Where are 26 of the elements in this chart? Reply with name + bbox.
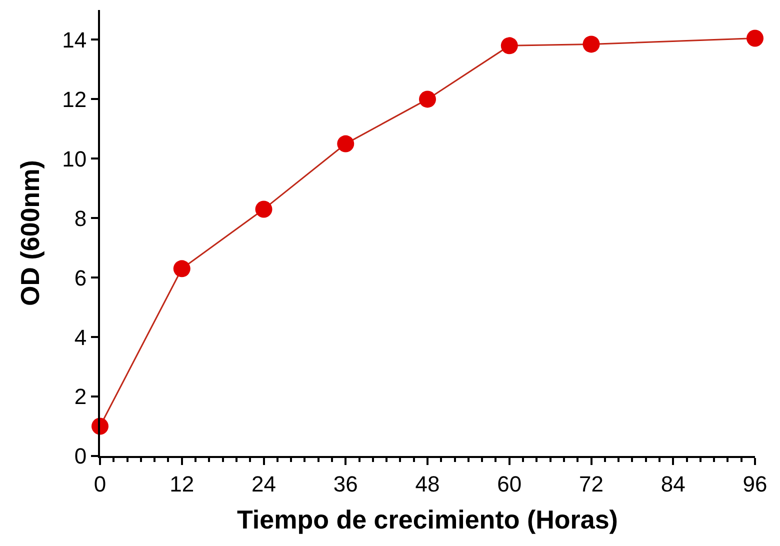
- x-tick-label: 12: [170, 471, 194, 496]
- point: [255, 200, 272, 218]
- x-tick-label: 0: [94, 471, 106, 496]
- y-tick-label: 4: [74, 324, 87, 350]
- x-axis-title: Tiempo de crecimiento (Horas): [237, 504, 618, 535]
- y-axis-title: OD (600nm): [15, 160, 46, 306]
- x-tick-label: 72: [579, 471, 604, 496]
- x-tick-label: 24: [252, 471, 276, 496]
- y-tick-label: 10: [62, 146, 87, 172]
- point: [582, 36, 600, 53]
- x-tick-label: 60: [497, 471, 522, 496]
- point: [746, 30, 764, 47]
- y-tick-label: 0: [74, 444, 87, 469]
- x-tick-label: 36: [333, 471, 358, 496]
- point: [337, 135, 354, 152]
- x-tick-label: 48: [415, 471, 440, 496]
- x-tick-label: 96: [742, 471, 768, 496]
- y-tick-label: 14: [62, 27, 87, 52]
- y-tick-label: 8: [74, 206, 87, 231]
- point: [173, 260, 190, 278]
- y-tick-label: 2: [74, 384, 87, 410]
- point: [500, 37, 518, 54]
- x-tick-label: 84: [660, 471, 686, 496]
- point: [419, 90, 436, 108]
- y-tick-label: 12: [62, 86, 87, 112]
- y-tick-label: 6: [74, 265, 87, 290]
